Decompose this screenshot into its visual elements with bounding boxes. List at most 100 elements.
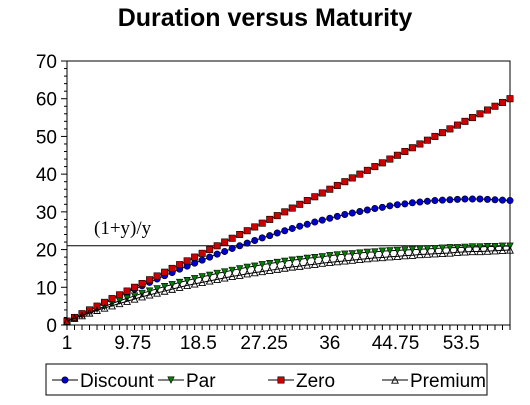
plot-frame <box>66 60 511 326</box>
legend-marker-discount <box>61 376 69 384</box>
point-premium <box>220 273 229 282</box>
point-discount <box>461 195 469 203</box>
point-discount <box>476 195 484 203</box>
point-premium <box>363 254 372 263</box>
point-par <box>213 269 221 278</box>
point-discount <box>318 216 326 224</box>
point-discount <box>198 256 206 264</box>
point-discount <box>221 247 229 255</box>
point-par <box>401 246 409 254</box>
point-premium <box>175 283 184 291</box>
x-tick-label: 9.75 <box>114 333 151 354</box>
point-zero <box>183 257 191 265</box>
point-premium <box>190 279 199 288</box>
point-par <box>363 248 372 257</box>
point-zero <box>468 114 476 122</box>
y-tick-label: 40 <box>36 165 57 186</box>
point-discount <box>423 197 431 205</box>
point-zero <box>206 246 214 254</box>
series-zero <box>63 95 514 325</box>
point-premium <box>400 251 409 260</box>
point-zero <box>416 140 424 148</box>
point-premium <box>108 301 116 310</box>
point-zero <box>476 110 484 118</box>
point-zero <box>221 238 229 246</box>
point-discount <box>506 197 514 205</box>
x-tick-label: 53.5 <box>443 333 480 354</box>
point-discount <box>296 222 304 230</box>
point-par <box>416 245 424 254</box>
point-par <box>296 255 304 264</box>
point-par <box>461 243 469 252</box>
point-discount <box>273 229 281 237</box>
point-zero <box>371 163 379 171</box>
point-discount <box>236 242 244 250</box>
point-premium <box>430 249 439 258</box>
point-premium <box>408 251 417 259</box>
legend-marker-zero <box>277 376 285 384</box>
point-zero <box>281 208 289 216</box>
series-par <box>63 242 514 326</box>
point-premium <box>468 247 477 256</box>
point-premium <box>183 281 192 290</box>
point-par <box>356 249 364 257</box>
point-premium <box>213 275 222 284</box>
point-discount <box>228 244 236 252</box>
point-par <box>266 260 274 268</box>
point-premium <box>393 252 402 261</box>
legend: Discount Par Zero Premium <box>45 363 488 396</box>
y-tick-label: 0 <box>46 316 57 337</box>
point-premium <box>205 276 214 285</box>
point-premium <box>63 317 71 325</box>
point-par <box>431 244 439 253</box>
point-premium <box>318 258 327 267</box>
point-zero <box>333 181 341 189</box>
point-discount <box>243 239 251 247</box>
point-discount <box>303 220 311 228</box>
point-zero <box>176 261 184 269</box>
point-zero <box>251 223 259 231</box>
point-premium <box>85 308 94 317</box>
point-premium <box>333 257 342 266</box>
point-zero <box>243 227 251 235</box>
point-par <box>438 244 447 252</box>
point-premium <box>378 253 387 262</box>
point-zero <box>356 170 364 178</box>
point-par <box>393 246 402 255</box>
point-zero <box>363 166 371 174</box>
point-premium <box>243 269 252 278</box>
point-zero <box>78 310 86 318</box>
point-par <box>160 283 169 291</box>
point-premium <box>370 253 379 262</box>
point-premium <box>340 256 349 265</box>
point-discount <box>326 214 334 222</box>
point-zero <box>138 280 146 288</box>
point-par <box>236 265 244 273</box>
point-premium <box>235 271 244 279</box>
point-zero <box>123 287 131 295</box>
point-zero <box>348 174 356 182</box>
point-discount <box>363 206 371 214</box>
point-zero <box>393 151 401 159</box>
y-tick-label: 20 <box>36 241 57 262</box>
point-zero <box>341 178 349 186</box>
point-discount <box>491 196 499 204</box>
point-zero <box>108 295 116 303</box>
point-par <box>183 276 191 285</box>
point-premium <box>498 246 507 254</box>
point-premium <box>446 248 454 257</box>
point-premium <box>303 260 312 269</box>
y-tick-label: 70 <box>36 52 57 73</box>
y-tick-label: 10 <box>36 278 57 299</box>
point-zero <box>198 249 206 257</box>
point-zero <box>506 95 514 103</box>
point-premium <box>310 260 319 268</box>
point-zero <box>401 148 409 156</box>
point-zero <box>116 291 124 299</box>
point-par <box>258 261 266 269</box>
point-par <box>371 248 379 256</box>
point-premium <box>280 263 289 272</box>
point-zero <box>326 185 334 193</box>
reference-line-group: (1+y)/y <box>67 218 510 247</box>
point-par <box>446 244 454 252</box>
